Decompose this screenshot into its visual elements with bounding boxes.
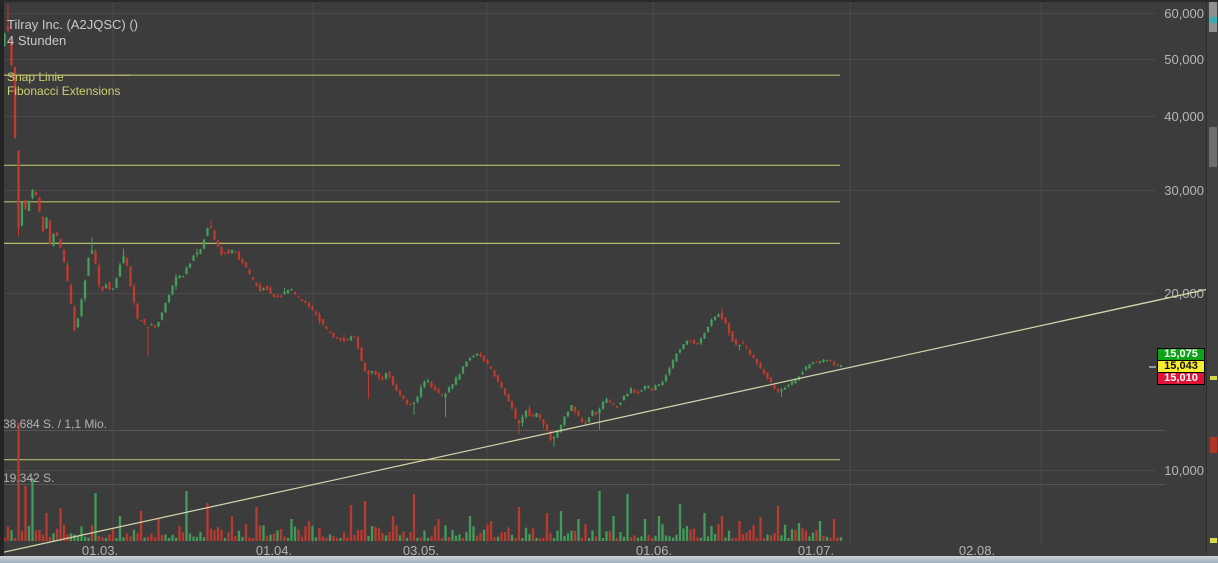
window-left-border — [0, 0, 4, 556]
scrollbar-mark — [1210, 437, 1217, 453]
instrument-title: Tilray Inc. (A2JQSC) () — [7, 17, 138, 32]
fibonacci-extensions-label: Fibonacci Extensions — [7, 84, 121, 98]
bid-price-marker: 15,010 — [1157, 372, 1205, 385]
price-tick-label: 20,000 — [1164, 286, 1204, 301]
price-tick-label: 50,000 — [1164, 52, 1204, 68]
time-tick-label: 02.08. — [958, 543, 996, 558]
time-tick-label: 01.07. — [797, 543, 835, 558]
window-top-border — [0, 0, 1218, 2]
scrollbar-mark — [1210, 17, 1217, 23]
window-bottom-edge — [0, 556, 1218, 563]
snap-line-label: Snap Linie — [7, 70, 64, 84]
price-axis[interactable]: 60,000 50,000 40,000 30,000 20,000 10,000 — [1150, 0, 1206, 545]
scrollbar-segment[interactable] — [1209, 127, 1217, 167]
time-tick-label: 01.06. — [635, 543, 673, 558]
scrollbar-mark — [1210, 538, 1217, 543]
volume-lower-label: 19.342 S. — [3, 471, 55, 485]
time-tick-label: 01.04. — [255, 543, 293, 558]
last-price-tick — [1149, 366, 1156, 368]
timeframe-label: 4 Stunden — [7, 33, 67, 48]
ask-price-marker: 15,075 — [1157, 348, 1205, 361]
price-tick-label: 30,000 — [1164, 182, 1204, 198]
time-tick-label: 01.03. — [81, 543, 119, 558]
price-tick-label: 60,000 — [1164, 5, 1204, 21]
time-tick-label: 03.05. — [402, 543, 440, 558]
volume-upper-label: 38.684 S. / 1,1 Mio. — [3, 417, 108, 431]
price-tick-label: 10,000 — [1164, 462, 1204, 478]
scrollbar-mark — [1210, 376, 1217, 380]
price-tick-label: 40,000 — [1164, 109, 1204, 125]
scrollbar[interactable] — [1206, 0, 1218, 556]
time-axis[interactable]: 01.03. 01.04. 03.05. 01.06. 01.07. 02.08. — [0, 543, 1206, 558]
